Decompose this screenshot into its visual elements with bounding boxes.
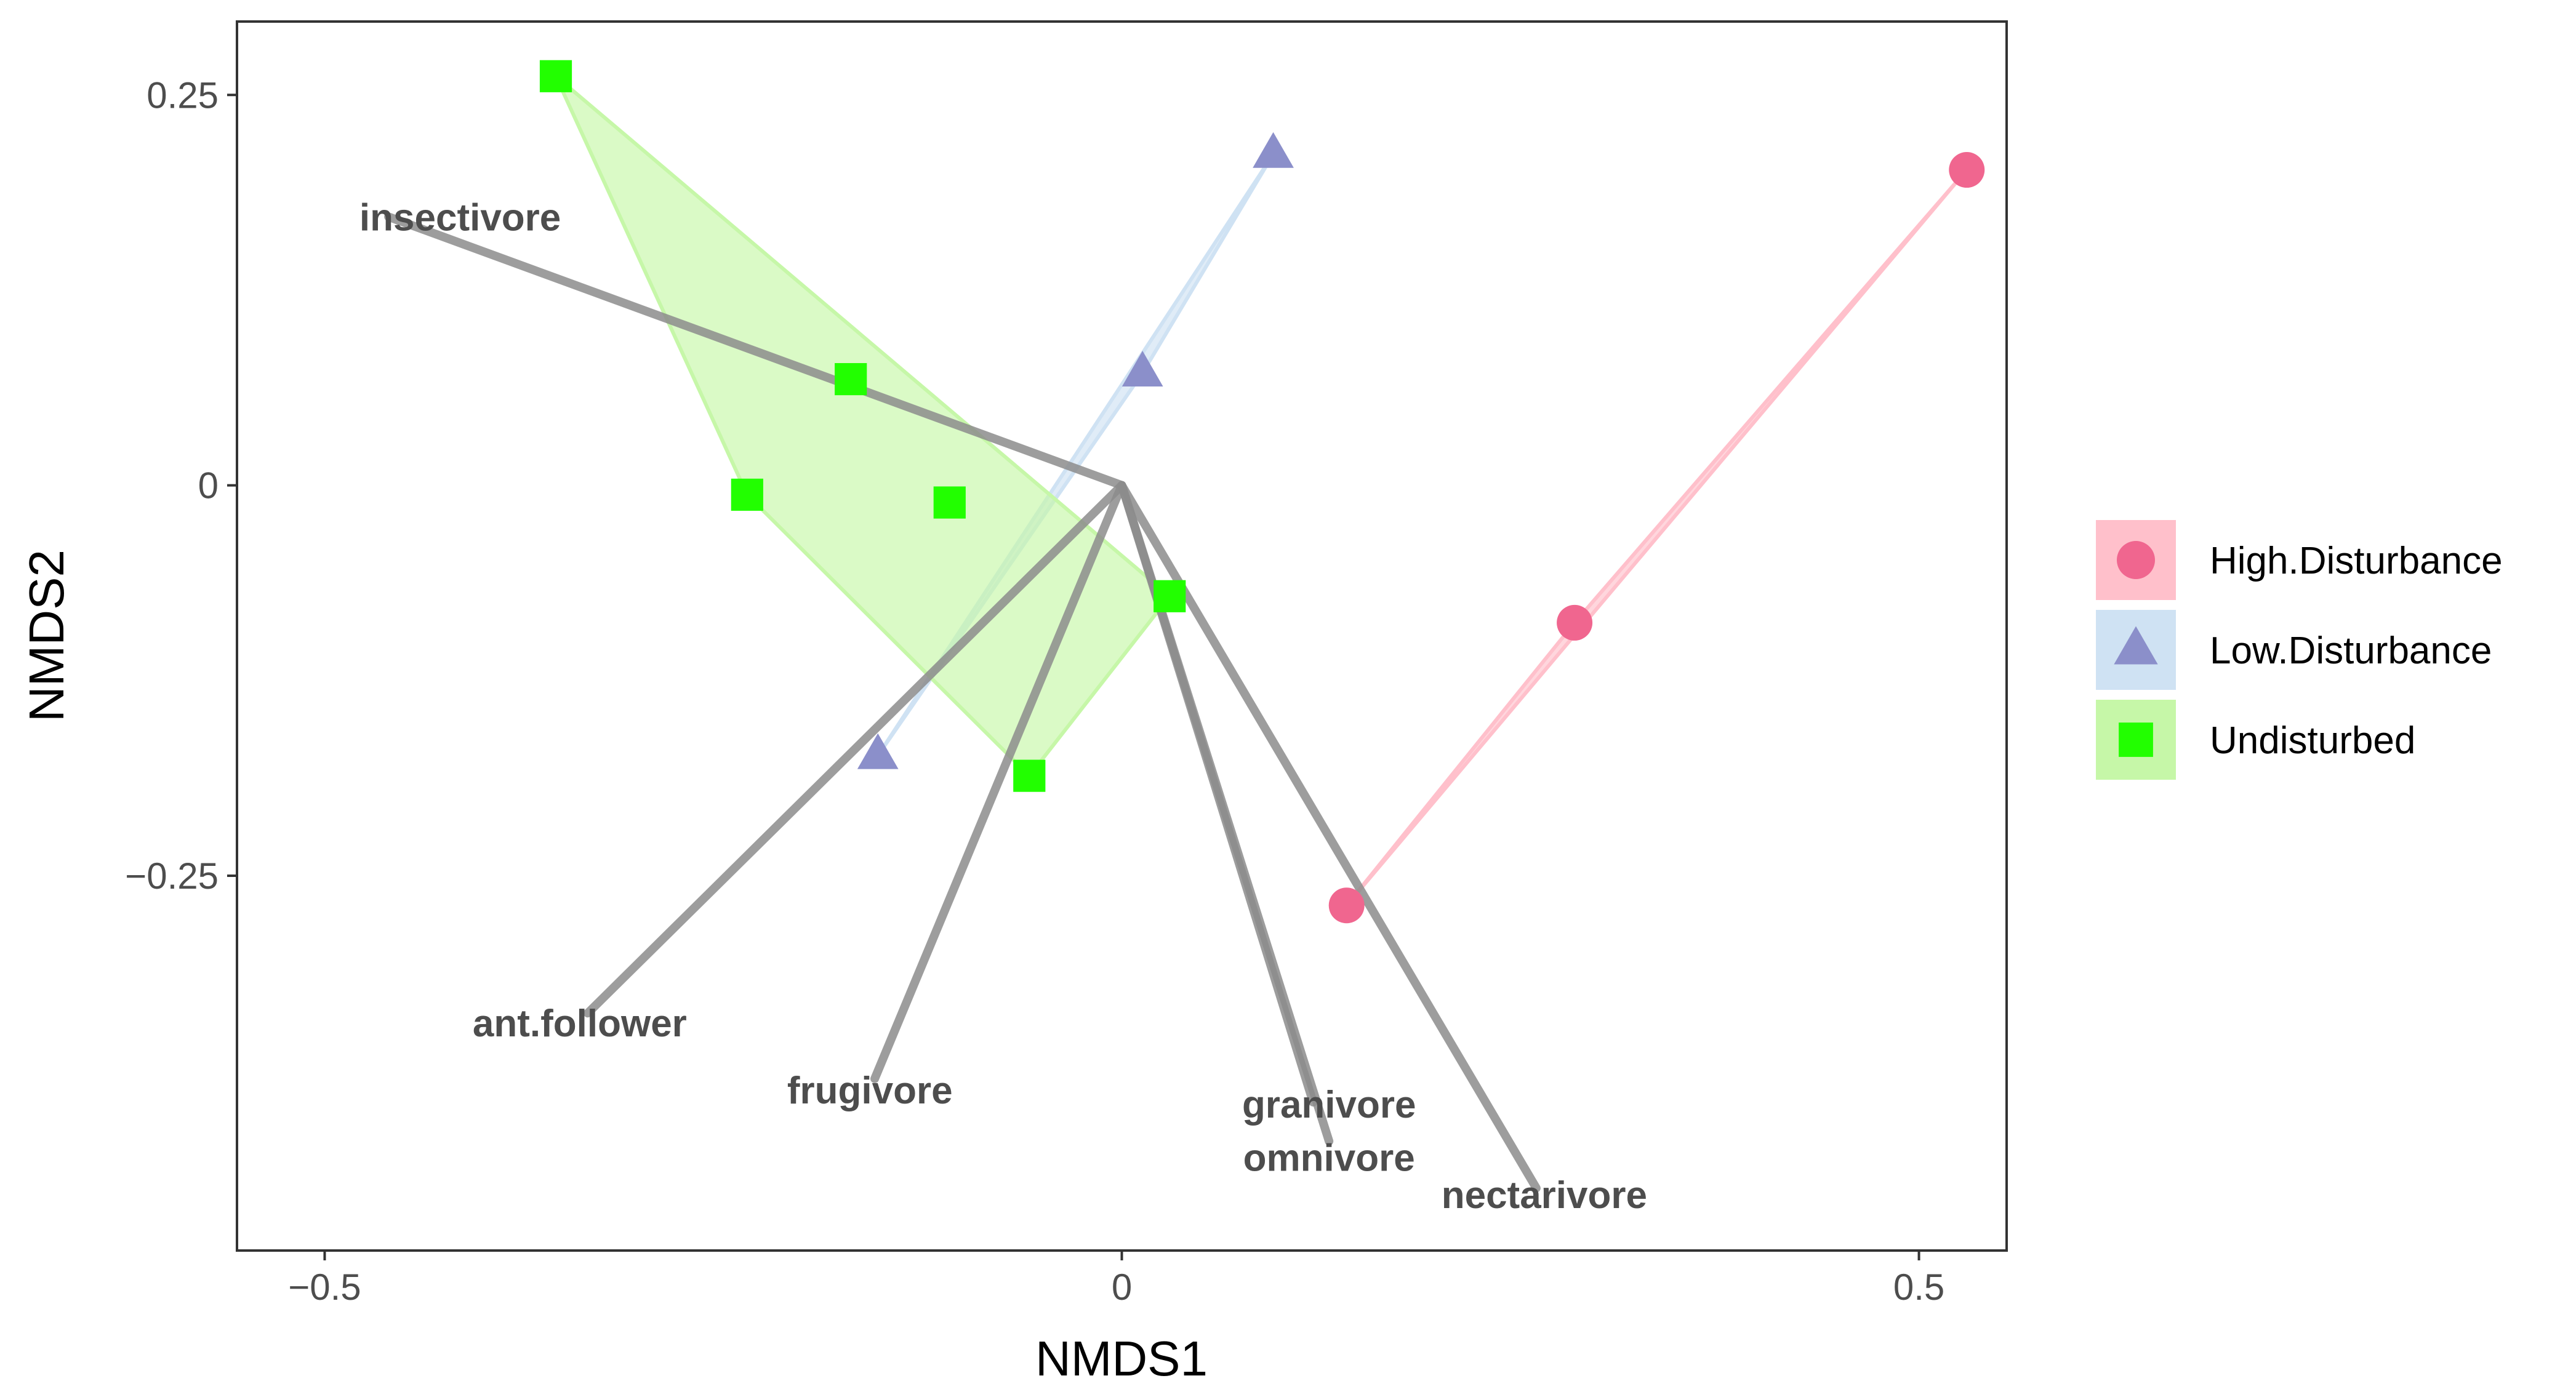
legend-key-low-disturbance	[2114, 626, 2158, 665]
legend: High.Disturbance Low.Disturbance Undisturb…	[2096, 520, 2503, 780]
x-tick-label: 0.5	[1893, 1267, 1944, 1308]
y-tick-label: 0	[198, 465, 219, 506]
vector-insectivore	[384, 212, 1126, 490]
point-low-disturbance	[857, 733, 899, 769]
x-axis: −0.5 0 0.5	[288, 1251, 1944, 1308]
point-undisturbed	[933, 486, 966, 519]
legend-key-high-disturbance	[2117, 541, 2155, 579]
vector-label-insectivore: insectivore	[359, 197, 561, 239]
legend-label: Undisturbed	[2210, 719, 2415, 762]
point-low-disturbance	[1253, 132, 1294, 168]
vector-label-omnivore: omnivore	[1243, 1137, 1415, 1179]
vector-nectarivore	[1117, 481, 1541, 1193]
legend-label: Low.Disturbance	[2210, 630, 2492, 672]
vector-label-layer: insectivore ant.follower frugivore granivor…	[359, 197, 1647, 1217]
legend-key-undisturbed	[2119, 723, 2153, 757]
point-low-disturbance	[1121, 350, 1163, 386]
legend-label: High.Disturbance	[2210, 540, 2503, 582]
x-tick-label: 0	[1112, 1267, 1132, 1308]
x-axis-title: NMDS1	[1035, 1331, 1208, 1386]
y-tick-label: 0.25	[146, 74, 219, 116]
point-undisturbed	[835, 362, 867, 396]
hull-layer	[554, 74, 1969, 908]
y-axis: 0.25 0 −0.25	[125, 74, 237, 897]
point-undisturbed	[539, 60, 572, 92]
point-undisturbed	[1013, 759, 1046, 792]
vector-ant-follower	[583, 481, 1126, 1018]
point-undisturbed	[731, 478, 763, 511]
point-high-disturbance	[1328, 887, 1365, 924]
vector-omnivore	[1117, 481, 1334, 1146]
vector-label-granivore: granivore	[1242, 1084, 1416, 1126]
vector-layer	[384, 212, 1541, 1193]
vector-frugivore	[870, 481, 1126, 1083]
vector-label-ant-follower: ant.follower	[473, 1003, 687, 1045]
y-tick-label: −0.25	[125, 855, 219, 897]
hull-high-disturbance	[1344, 168, 1969, 908]
point-high-disturbance	[1557, 604, 1593, 641]
vector-label-nectarivore: nectarivore	[1442, 1174, 1647, 1217]
x-tick-label: −0.5	[288, 1267, 361, 1308]
point-undisturbed	[1154, 580, 1186, 612]
hull-undisturbed	[554, 74, 1172, 778]
point-high-disturbance	[1949, 152, 1985, 188]
y-axis-title: NMDS2	[19, 550, 74, 722]
vector-label-frugivore: frugivore	[787, 1070, 953, 1112]
point-layer	[539, 60, 1985, 924]
